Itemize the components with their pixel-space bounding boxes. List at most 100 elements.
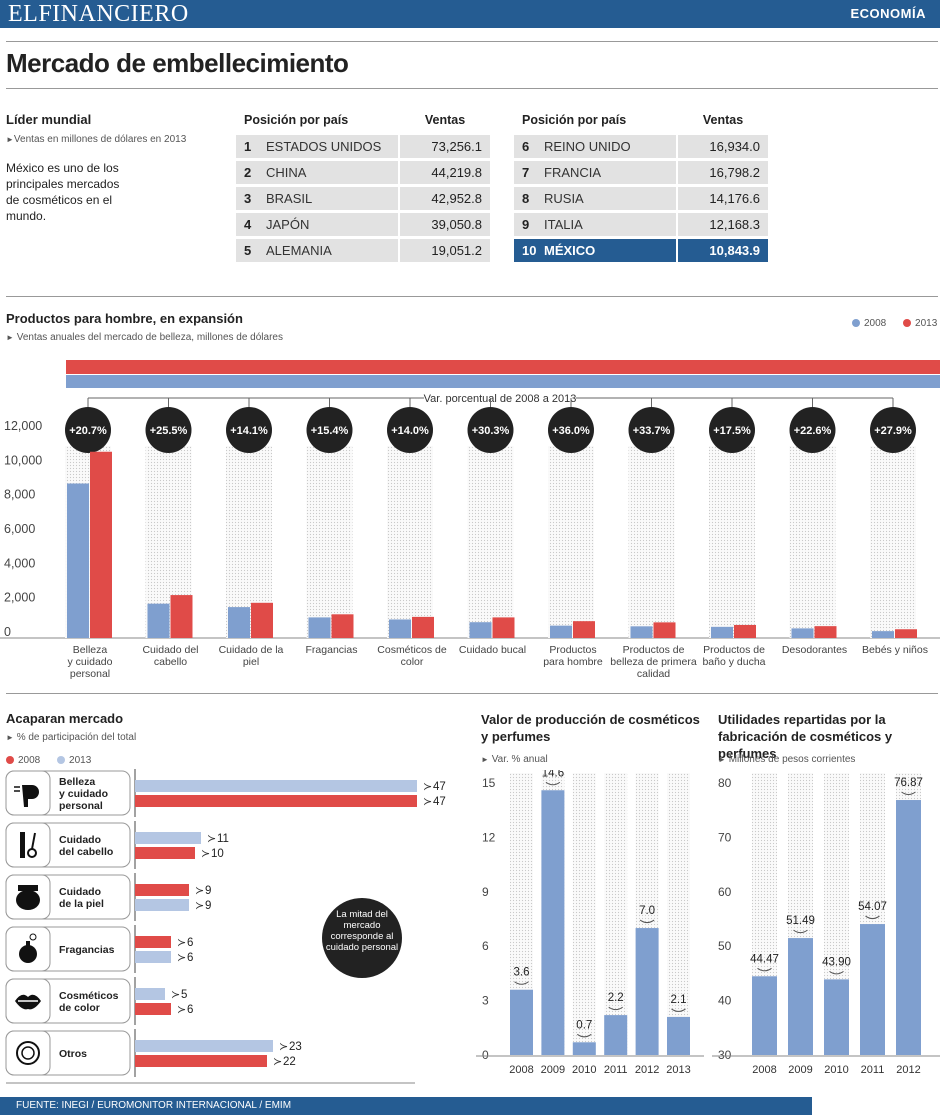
bar-2008: [308, 617, 331, 638]
category-label: Otros: [59, 1048, 87, 1060]
value-brace: [514, 981, 529, 985]
category-label: Productos para hombre: [543, 644, 603, 668]
bar-2013: [170, 595, 193, 638]
sales-value: 73,256.1: [400, 135, 490, 158]
bar-tick: ≻: [171, 989, 180, 1001]
chart4-bar-chart: 30 40 50 60 70 80 44.47 2008 51.49 2009 43.90 2010 5…: [712, 773, 940, 1076]
bar-2008: [872, 631, 894, 638]
chart2-subtitle: ► % de participación del total: [6, 732, 136, 743]
variation-label: +36.0%: [552, 425, 590, 437]
bar-tick: ≻: [177, 1004, 186, 1016]
table-row: 6 REINO UNIDO 16,934.0: [514, 135, 768, 158]
bar-value: 0.7: [576, 1019, 592, 1031]
compact-outer: [16, 1041, 40, 1065]
rank-number: 4: [236, 213, 264, 236]
perfume-neck: [26, 941, 30, 947]
rank-number: 9: [514, 213, 542, 236]
brand-logo[interactable]: ELFINANCIERO: [8, 1, 189, 27]
chart3-subtitle-text: Var. % anual: [491, 754, 548, 765]
bar-2008: [469, 622, 492, 638]
category-label: Cosméticos de color: [377, 644, 447, 668]
variation-label: +25.5%: [150, 425, 188, 437]
variation-circle: [548, 407, 594, 453]
bar-2008: [135, 1055, 267, 1067]
country-name: BRASIL: [264, 187, 400, 210]
bar-2008: [389, 619, 411, 638]
y-tick-label: 9: [482, 885, 489, 899]
perfume-bulb: [29, 933, 37, 941]
x-tick-label: 2009: [788, 1064, 812, 1076]
category-label: Cuidado de la piel: [219, 644, 284, 668]
sales-value: 19,051.2: [400, 239, 490, 262]
bar-2008: [147, 603, 170, 638]
bar-value: 10: [211, 848, 224, 860]
y-tick-label: 15: [482, 776, 496, 790]
bar-tick: ≻: [201, 848, 210, 860]
y-tick-label: 0: [4, 625, 11, 639]
lider-subtitle: ►Ventas en millones de dólares en 2013: [6, 134, 186, 145]
variation-label: +30.3%: [472, 425, 510, 437]
table-row: 4 JAPÓN 39,050.8: [236, 213, 490, 236]
bar-value: 11: [217, 833, 229, 845]
bar-value: 47: [433, 796, 446, 808]
chart3-bar-chart: 0 3 6 9 12 15 3.6 2008 14.6 2009 0.7 2010 2.2 2011 7.0…: [476, 770, 704, 1076]
icon-box: [5, 1030, 51, 1076]
bar-2013: [331, 614, 354, 638]
table-row: 2 CHINA 44,219.8: [236, 161, 490, 184]
variation-label: +14.1%: [230, 425, 268, 437]
country-name: ALEMANIA: [264, 239, 400, 262]
x-tick-label: 2008: [752, 1064, 776, 1076]
bar-2013: [135, 988, 165, 1000]
category-label: Fragancias: [59, 944, 115, 956]
category-label: Cuidado del cabello: [59, 834, 113, 858]
hair-dryer-shape: [22, 785, 39, 807]
rank-number: 3: [236, 187, 264, 210]
bar-value: 54.07: [858, 901, 887, 913]
rank-number: 6: [514, 135, 542, 158]
column-background: [870, 446, 916, 638]
banner-bar-blue: [66, 375, 940, 388]
table-row: 7 FRANCIA 16,798.2: [514, 161, 768, 184]
variation-label: +15.4%: [311, 425, 349, 437]
x-tick-label: 2011: [861, 1064, 885, 1076]
bar-tick: ≻: [279, 1041, 288, 1053]
y-tick-label: 2,000: [4, 591, 35, 605]
chart3-title: Valor de producción de cosméticos y perf…: [481, 712, 700, 744]
country-name: RUSIA: [542, 187, 678, 210]
table-row: 10 MÉXICO 10,843.9: [514, 239, 768, 262]
bar-2013: [573, 621, 595, 638]
legend-swatch-2013: [57, 756, 66, 765]
country-name: ITALIA: [542, 213, 678, 236]
rank-number: 2: [236, 161, 264, 184]
bar-tick: ≻: [177, 952, 186, 964]
comb-scissors-icon: [20, 832, 37, 858]
legend-swatch-2008: [852, 319, 860, 328]
bar-value: 3.6: [514, 967, 530, 979]
legend-label-2013: 2013: [915, 318, 938, 329]
bar-tick: ≻: [177, 937, 186, 949]
section-tag[interactable]: ECONOMÍA: [850, 6, 926, 21]
legend-swatch-2008: [6, 756, 14, 765]
legend-label-2013: 2013: [69, 755, 92, 766]
bar: [604, 1015, 628, 1055]
table-row: 5 ALEMANIA 19,051.2: [236, 239, 490, 262]
value-brace: [608, 1006, 623, 1011]
bar-2008: [67, 483, 89, 638]
chart4-subtitle: ► Millones de pesos corrientes: [718, 754, 855, 765]
footer-source: FUENTE: INEGI / EUROMONITOR INTERNACIONA…: [0, 1097, 812, 1115]
column-background: [306, 446, 353, 638]
sales-value: 14,176.6: [678, 187, 768, 210]
bar-value: 2.2: [608, 992, 624, 1004]
bar-value: 6: [187, 937, 193, 949]
bar: [788, 938, 813, 1055]
variation-annotation: Var. porcentual de 2008 a 2013: [424, 393, 577, 405]
legend-label-2008: 2008: [18, 755, 41, 766]
y-tick-label: 0: [482, 1048, 489, 1062]
divider: [6, 693, 938, 694]
lips-shape: [15, 994, 41, 1010]
y-tick-label: 60: [718, 885, 732, 899]
bar: [635, 928, 659, 1055]
chart4-title: Utilidades repartidas por la fabricación…: [718, 712, 893, 761]
bar-2008: [135, 795, 417, 807]
